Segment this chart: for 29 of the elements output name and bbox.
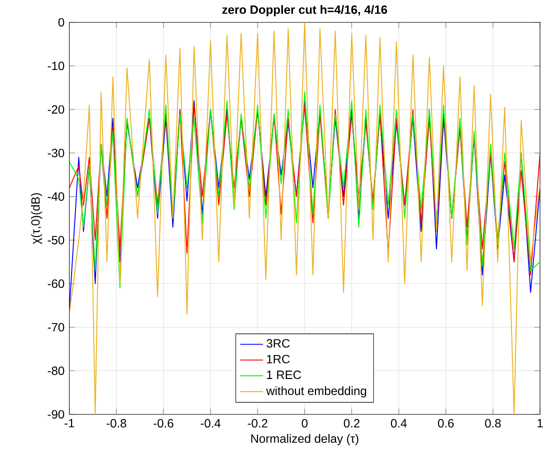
x-tick-label: 0.4 (390, 419, 407, 428)
y-tick-label: -80 (48, 366, 64, 376)
y-tick-label: 0 (58, 18, 64, 27)
chart-title: zero Doppler cut h=4/16, 4/16 (222, 5, 388, 16)
y-tick-label: -60 (48, 279, 64, 288)
y-tick-label: -10 (48, 62, 64, 70)
legend-label: without embedding (266, 386, 366, 398)
x-axis-title: Normalized delay (τ) (251, 434, 358, 446)
legend-label: 3RC (266, 339, 290, 348)
y-tick-label: -50 (48, 236, 64, 244)
legend-label: 1 REC (267, 370, 302, 380)
line-series (69, 22, 540, 414)
x-tick-label: -0.4 (200, 419, 221, 428)
x-tick-label: -0.8 (106, 419, 126, 428)
y-tick-label: -40 (48, 192, 64, 201)
x-tick-label: 0.8 (485, 419, 501, 428)
y-tick-label: -90 (48, 410, 64, 419)
y-tick-label: -20 (48, 105, 64, 114)
x-tick-label: 1 (538, 419, 543, 428)
y-tick-label: -30 (48, 148, 64, 158)
x-tick-label: -0.6 (154, 419, 174, 428)
legend-label: 1RC (267, 354, 290, 364)
y-axis-title: χ(τ,0)(dB) (30, 193, 42, 244)
y-tick-label: -70 (48, 322, 64, 332)
x-tick-label: 0 (302, 419, 308, 428)
x-tick-label: -1 (64, 419, 74, 428)
x-tick-label: 0.2 (344, 419, 360, 428)
x-tick-label: -0.2 (248, 419, 268, 428)
x-tick-label: 0.6 (438, 419, 454, 428)
